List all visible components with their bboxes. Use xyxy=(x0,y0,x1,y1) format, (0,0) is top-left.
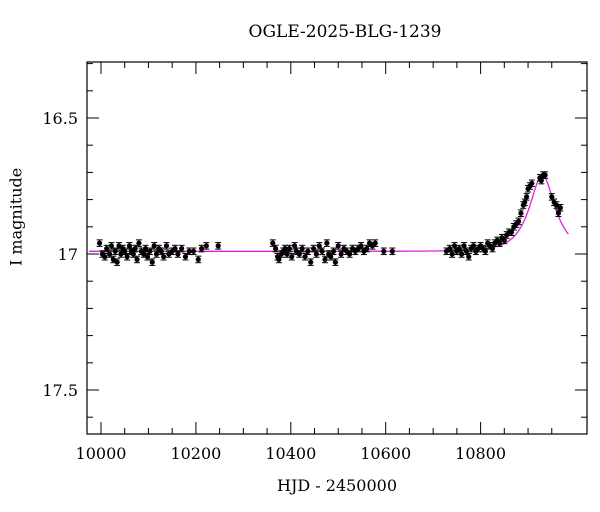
chart-title: OGLE-2025-BLG-1239 xyxy=(248,22,442,42)
x-tick-label: 10400 xyxy=(265,444,316,463)
data-points xyxy=(96,171,564,266)
x-tick-label: 10600 xyxy=(360,444,411,463)
y-tick-label: 16.5 xyxy=(42,109,78,128)
x-tick-label: 10200 xyxy=(170,444,221,463)
y-tick-label: 17.5 xyxy=(42,381,78,400)
x-axis-label: HJD - 2450000 xyxy=(276,476,398,495)
y-tick-label: 17 xyxy=(58,245,78,264)
axes-frame xyxy=(86,61,588,435)
x-tick-label: 10000 xyxy=(76,444,127,463)
tick-labels: 10000 10200 10400 10600 10800 16.5 17 17.5 xyxy=(42,109,506,463)
x-tick-label: 10800 xyxy=(455,444,506,463)
